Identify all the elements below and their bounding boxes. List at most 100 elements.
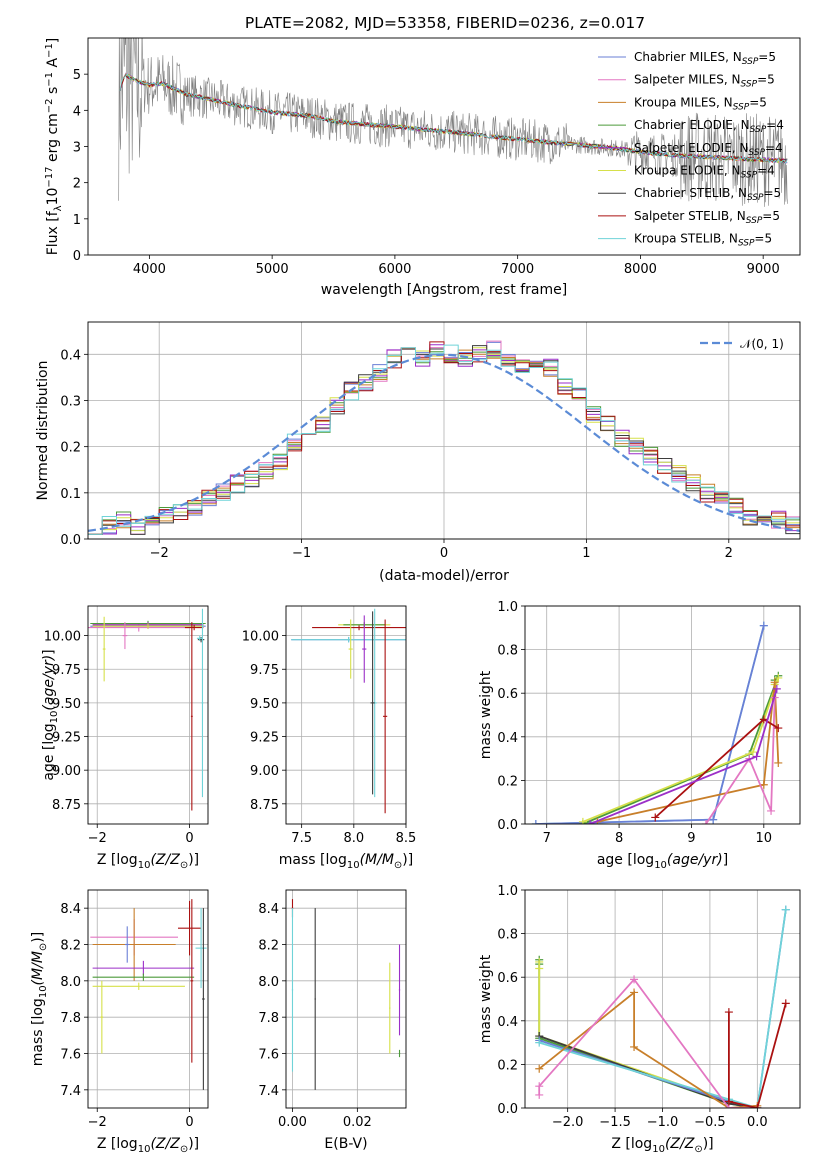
weight-marker (630, 1042, 639, 1051)
legend-label-sub: SSP (742, 57, 759, 67)
y-tick-label: 9.25 (250, 731, 279, 746)
legend-label-main: Chabrier MILES, N (634, 50, 742, 64)
x-tick-label: 10 (756, 831, 773, 846)
legend-entry: Kroupa STELIB, NSSP=5 (634, 232, 772, 249)
plot-area (531, 621, 783, 824)
y-tick-label: 9.75 (250, 663, 279, 678)
y-tick-label: 9.75 (52, 663, 81, 678)
y-tick-label: 8.4 (60, 902, 81, 917)
legend-label-main: Kroupa ELODIE, N (634, 164, 741, 178)
legend-label-end: =5 (749, 95, 767, 109)
weight-marker (752, 752, 761, 761)
y-axis-label-part: −17 (44, 166, 55, 187)
panel-weight-vs-Z: −2.0 −1.5 −1.0 −0.5 0.0 0.0 0.2 0.4 0.6 0.8 1.0 mas… (478, 884, 801, 1155)
weight-marker (535, 1038, 544, 1047)
x-axis-label-rest: (Z/Z (665, 1136, 695, 1152)
y-tick-label: 7.8 (258, 1011, 279, 1026)
legend-label-sub: SSP (747, 193, 764, 203)
axes-frame (87, 321, 801, 540)
legend-label-end: =4 (766, 118, 784, 132)
legend-label-sub: SSP (741, 80, 758, 90)
legend-label-main: Salpeter MILES, N (634, 73, 741, 87)
x-axis-label-rest: (M/M (360, 852, 394, 868)
x-tick-label: 0.02 (343, 1115, 372, 1130)
y-axis-label-rest: (age/yr) (41, 655, 57, 711)
x-tick-label: −0.5 (694, 1115, 726, 1130)
y-tick-label: 2 (73, 177, 81, 192)
x-tick-label: −2.0 (552, 1115, 584, 1130)
legend-label-sub: SSP (748, 148, 765, 158)
x-axis-label: age [log10(age/yr)] (597, 852, 728, 871)
y-tick-label: 7.4 (258, 1084, 279, 1099)
weight-marker (586, 820, 595, 824)
x-tick-label: 9000 (747, 262, 780, 277)
x-tick-label: 5000 (256, 262, 289, 277)
plot-area (88, 608, 206, 811)
legend-label-sub: SSP (738, 239, 755, 249)
y-tick-label: 8.0 (60, 975, 81, 990)
axes-frame (524, 889, 801, 1109)
weight-marker (767, 806, 776, 815)
y-tick-label: 8.2 (258, 939, 279, 954)
y-axis-label: Normed distribution (35, 361, 51, 501)
x-axis-label-sub2: ⊙ (394, 860, 402, 871)
legend-label-end: =5 (754, 232, 772, 246)
y-tick-label: 8.75 (52, 798, 81, 813)
y-axis-label: mass weight (478, 670, 494, 759)
y-tick-label: 8.4 (258, 902, 279, 917)
y-tick-label: 4 (73, 104, 81, 119)
x-axis-label-main: Z [log (97, 852, 138, 868)
axes-frame (524, 605, 801, 825)
y-tick-label: 8.0 (258, 975, 279, 990)
legend-label-end: =5 (757, 73, 775, 87)
y-tick-label: 0.4 (60, 348, 81, 363)
weight-marker (724, 1097, 733, 1106)
y-tick-label: 0.1 (60, 487, 81, 502)
y-tick-label: 7.8 (60, 1011, 81, 1026)
x-axis-label: E(B-V) (324, 1136, 367, 1152)
y-axis-label-main: age [log (41, 723, 57, 780)
y-tick-label: 1.0 (497, 884, 518, 899)
legend-label-main: Salpeter STELIB, N (634, 209, 746, 223)
weight-marker (651, 813, 660, 822)
legend-entry: Kroupa ELODIE, NSSP=4 (634, 164, 775, 181)
x-axis-label-main: Z [log (611, 1136, 652, 1152)
weight-marker (531, 820, 540, 824)
weight-marker (748, 748, 757, 757)
y-tick-label: 0.8 (497, 644, 518, 659)
plot-area (535, 905, 790, 1108)
legend-label-end: =4 (757, 164, 775, 178)
y-axis-label-part: λ (53, 205, 64, 211)
x-tick-label: 8.5 (396, 831, 417, 846)
y-tick-label: 10.00 (242, 630, 279, 645)
legend-entry: Chabrier STELIB, NSSP=5 (634, 186, 781, 203)
x-axis-label-end: ] (723, 852, 728, 868)
y-tick-label: 0.4 (497, 731, 518, 746)
weight-line (705, 697, 776, 824)
x-axis-label-sub: 10 (138, 1144, 151, 1155)
x-tick-label: 9 (687, 831, 695, 846)
weight-marker (630, 975, 639, 984)
y-axis-label-part: −2 (44, 98, 55, 113)
weight-marker (709, 815, 718, 824)
axes-frame (87, 37, 801, 256)
weight-marker (701, 820, 710, 824)
y-axis-label: mass [log10(M/M⊙)] (30, 932, 49, 1066)
y-tick-label: 9.25 (52, 731, 81, 746)
y-axis-label-part: A (45, 58, 61, 72)
legend-label-main: Kroupa STELIB, N (634, 232, 738, 246)
x-tick-label: 4000 (133, 262, 166, 277)
axes-frame (285, 605, 407, 825)
x-axis-label-end: )] (188, 1136, 199, 1152)
weight-marker (774, 673, 783, 682)
weight-marker (770, 678, 779, 687)
x-axis-label: Z [log10(Z/Z⊙)] (611, 1136, 713, 1155)
x-tick-label: 0 (185, 1115, 193, 1130)
y-axis-label-sub: 10 (49, 711, 60, 724)
x-tick-label: 2 (725, 546, 733, 561)
legend-entry: Salpeter STELIB, NSSP=5 (634, 209, 780, 226)
plot-area (291, 608, 406, 814)
weight-marker (630, 988, 639, 997)
legend-entry: Chabrier ELODIE, NSSP=4 (634, 118, 784, 135)
